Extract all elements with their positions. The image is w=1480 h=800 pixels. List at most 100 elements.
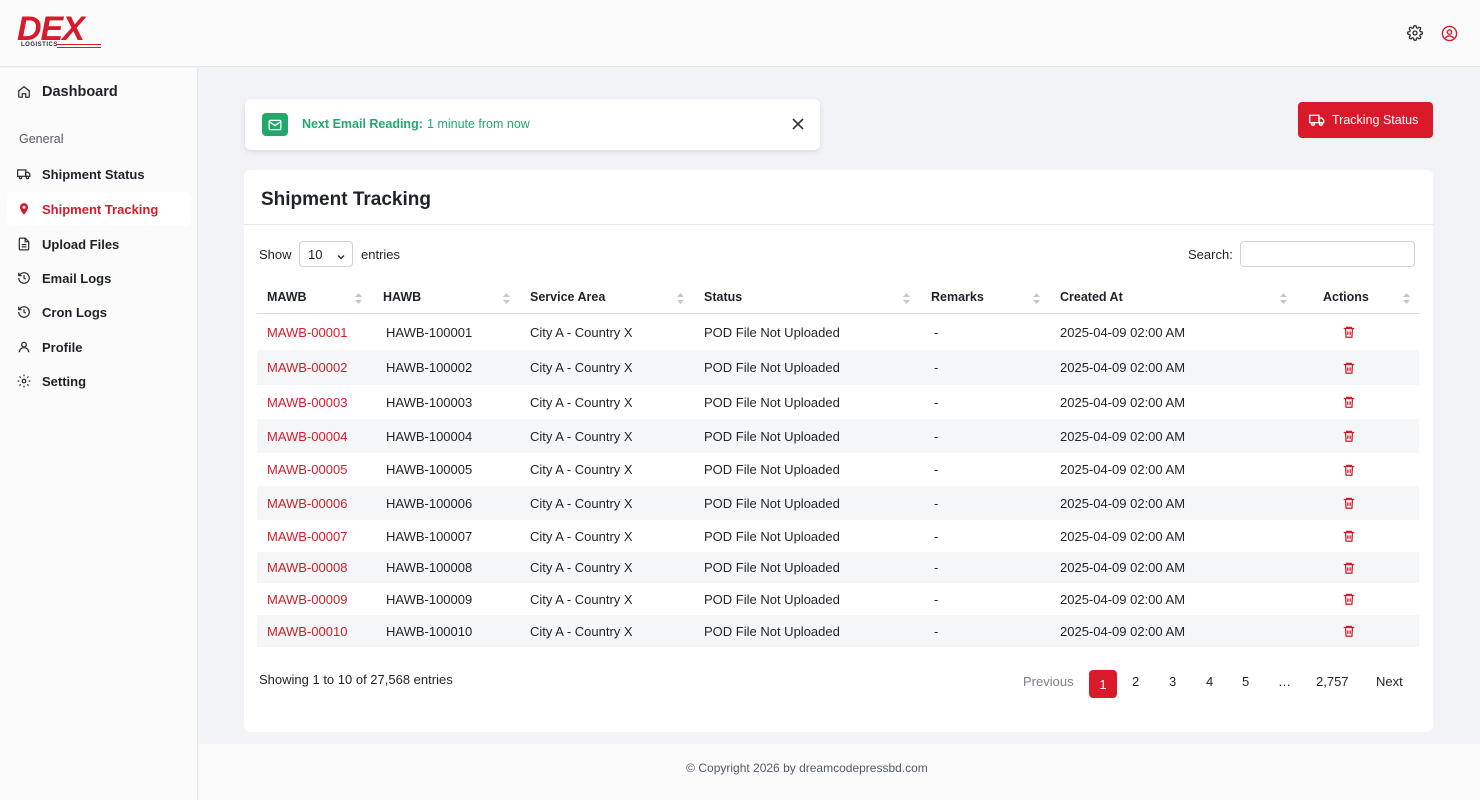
cell-created-at: 2025-04-09 02:00 AM	[1060, 360, 1186, 375]
cell-mawb[interactable]: MAWB-00002	[267, 360, 348, 375]
table-row: MAWB-00008 HAWB-100008 City A - Country X P…	[257, 552, 1419, 583]
sidebar-item-email-logs[interactable]: Email Logs	[7, 261, 191, 295]
sidebar-item-shipment-status[interactable]: Shipment Status	[7, 157, 191, 191]
table-row: MAWB-00003 HAWB-100003 City A - Country X P…	[257, 385, 1419, 419]
column-header-status[interactable]: Status	[704, 290, 743, 304]
cell-remarks: -	[934, 624, 939, 639]
cell-mawb[interactable]: MAWB-00005	[267, 462, 348, 477]
dex-logo[interactable]: DEX LOGISTICS	[17, 10, 107, 52]
sort-icon[interactable]	[355, 292, 362, 304]
user-icon	[17, 340, 31, 354]
cell-remarks: -	[934, 560, 939, 575]
column-header-remarks[interactable]: Remarks	[931, 290, 984, 304]
pagination-page[interactable]: 3	[1169, 674, 1177, 689]
close-icon[interactable]	[790, 116, 806, 132]
truck-icon	[16, 167, 31, 181]
sort-icon[interactable]	[903, 292, 910, 304]
cell-status: POD File Not Uploaded	[704, 624, 840, 639]
email-reading-notice: Next Email Reading: 1 minute from now	[245, 99, 820, 150]
sidebar-item-dashboard[interactable]: Dashboard	[0, 78, 198, 106]
gear-icon[interactable]	[1406, 24, 1424, 42]
search-input[interactable]	[1240, 241, 1415, 267]
cell-mawb[interactable]: MAWB-00008	[267, 560, 348, 575]
sidebar-item-setting[interactable]: Setting	[7, 364, 191, 398]
card-divider	[244, 224, 1433, 225]
sort-icon[interactable]	[1403, 292, 1410, 304]
cell-mawb[interactable]: MAWB-00001	[267, 325, 348, 340]
pagination-page[interactable]: 4	[1206, 674, 1214, 689]
trash-icon[interactable]	[1342, 496, 1356, 510]
cell-hawb: HAWB-100002	[386, 360, 473, 375]
page-title: Shipment Tracking	[261, 189, 431, 210]
sort-icon[interactable]	[1280, 292, 1287, 304]
user-circle-icon[interactable]	[1440, 24, 1458, 42]
sidebar-item-cron-logs[interactable]: Cron Logs	[7, 295, 191, 329]
pagination-previous[interactable]: Previous	[1023, 674, 1074, 689]
search-label: Search:	[1188, 247, 1233, 262]
trash-icon[interactable]	[1342, 561, 1356, 575]
table-header: MAWB HAWB Service Area Status Remarks Cr…	[257, 280, 1419, 314]
pagination-next[interactable]: Next	[1376, 674, 1403, 689]
cell-status: POD File Not Uploaded	[704, 592, 840, 607]
column-header-actions[interactable]: Actions	[1323, 290, 1369, 304]
logo-wordmark: DEX	[17, 10, 85, 48]
home-icon	[17, 85, 31, 99]
sidebar-item-shipment-tracking[interactable]: Shipment Tracking	[7, 192, 191, 226]
cell-mawb[interactable]: MAWB-00006	[267, 496, 348, 511]
cell-mawb[interactable]: MAWB-00007	[267, 529, 348, 544]
notice-value: 1 minute from now	[427, 117, 530, 131]
chevron-down-icon	[336, 250, 346, 260]
cell-created-at: 2025-04-09 02:00 AM	[1060, 429, 1186, 444]
cell-hawb: HAWB-100009	[386, 592, 473, 607]
sort-icon[interactable]	[503, 292, 510, 304]
sort-icon[interactable]	[677, 292, 684, 304]
trash-icon[interactable]	[1342, 529, 1356, 543]
sort-icon[interactable]	[1033, 292, 1040, 304]
table-info: Showing 1 to 10 of 27,568 entries	[259, 672, 453, 687]
cell-created-at: 2025-04-09 02:00 AM	[1060, 529, 1186, 544]
sidebar: Dashboard General Shipment Status Shipme…	[0, 68, 198, 800]
column-header-mawb[interactable]: MAWB	[267, 290, 307, 304]
sidebar-item-label: Email Logs	[42, 271, 112, 286]
table-row: MAWB-00002 HAWB-100002 City A - Country X P…	[257, 350, 1419, 385]
trash-icon[interactable]	[1342, 325, 1356, 339]
column-header-created-at[interactable]: Created At	[1060, 290, 1123, 304]
column-header-service-area[interactable]: Service Area	[530, 290, 606, 304]
sidebar-item-label: Setting	[42, 374, 87, 389]
cell-status: POD File Not Uploaded	[704, 529, 840, 544]
table-row: MAWB-00009 HAWB-100009 City A - Country X P…	[257, 583, 1419, 615]
tracking-status-label: Tracking Status	[1332, 113, 1419, 127]
cell-mawb[interactable]: MAWB-00003	[267, 395, 348, 410]
cell-remarks: -	[934, 529, 939, 544]
trash-icon[interactable]	[1342, 361, 1356, 375]
cell-mawb[interactable]: MAWB-00010	[267, 624, 348, 639]
page-size-select[interactable]: 10	[299, 241, 353, 267]
cell-mawb[interactable]: MAWB-00004	[267, 429, 348, 444]
trash-icon[interactable]	[1342, 429, 1356, 443]
trash-icon[interactable]	[1342, 395, 1356, 409]
pagination-page-last[interactable]: 2,757	[1316, 674, 1349, 689]
sidebar-item-upload-files[interactable]: Upload Files	[7, 227, 191, 261]
trash-icon[interactable]	[1342, 624, 1356, 638]
trash-icon[interactable]	[1342, 592, 1356, 606]
pagination-page[interactable]: 2	[1132, 674, 1140, 689]
file-icon	[17, 237, 31, 251]
sidebar-item-profile[interactable]: Profile	[7, 330, 191, 364]
sidebar-section-label: General	[19, 132, 64, 146]
notice-label: Next Email Reading:	[302, 117, 423, 131]
trash-icon[interactable]	[1342, 463, 1356, 477]
cell-hawb: HAWB-100001	[386, 325, 473, 340]
cell-hawb: HAWB-100006	[386, 496, 473, 511]
cell-service-area: City A - Country X	[530, 592, 633, 607]
cell-service-area: City A - Country X	[530, 462, 633, 477]
tracking-status-button[interactable]: Tracking Status	[1298, 102, 1433, 138]
pagination-page[interactable]: 5	[1242, 674, 1250, 689]
cell-status: POD File Not Uploaded	[704, 429, 840, 444]
column-header-hawb[interactable]: HAWB	[383, 290, 422, 304]
pagination-page-current[interactable]: 1	[1089, 670, 1117, 698]
table-row: MAWB-00006 HAWB-100006 City A - Country X P…	[257, 486, 1419, 520]
cell-created-at: 2025-04-09 02:00 AM	[1060, 560, 1186, 575]
clock-history-icon	[17, 271, 31, 285]
cell-service-area: City A - Country X	[530, 360, 633, 375]
cell-mawb[interactable]: MAWB-00009	[267, 592, 348, 607]
